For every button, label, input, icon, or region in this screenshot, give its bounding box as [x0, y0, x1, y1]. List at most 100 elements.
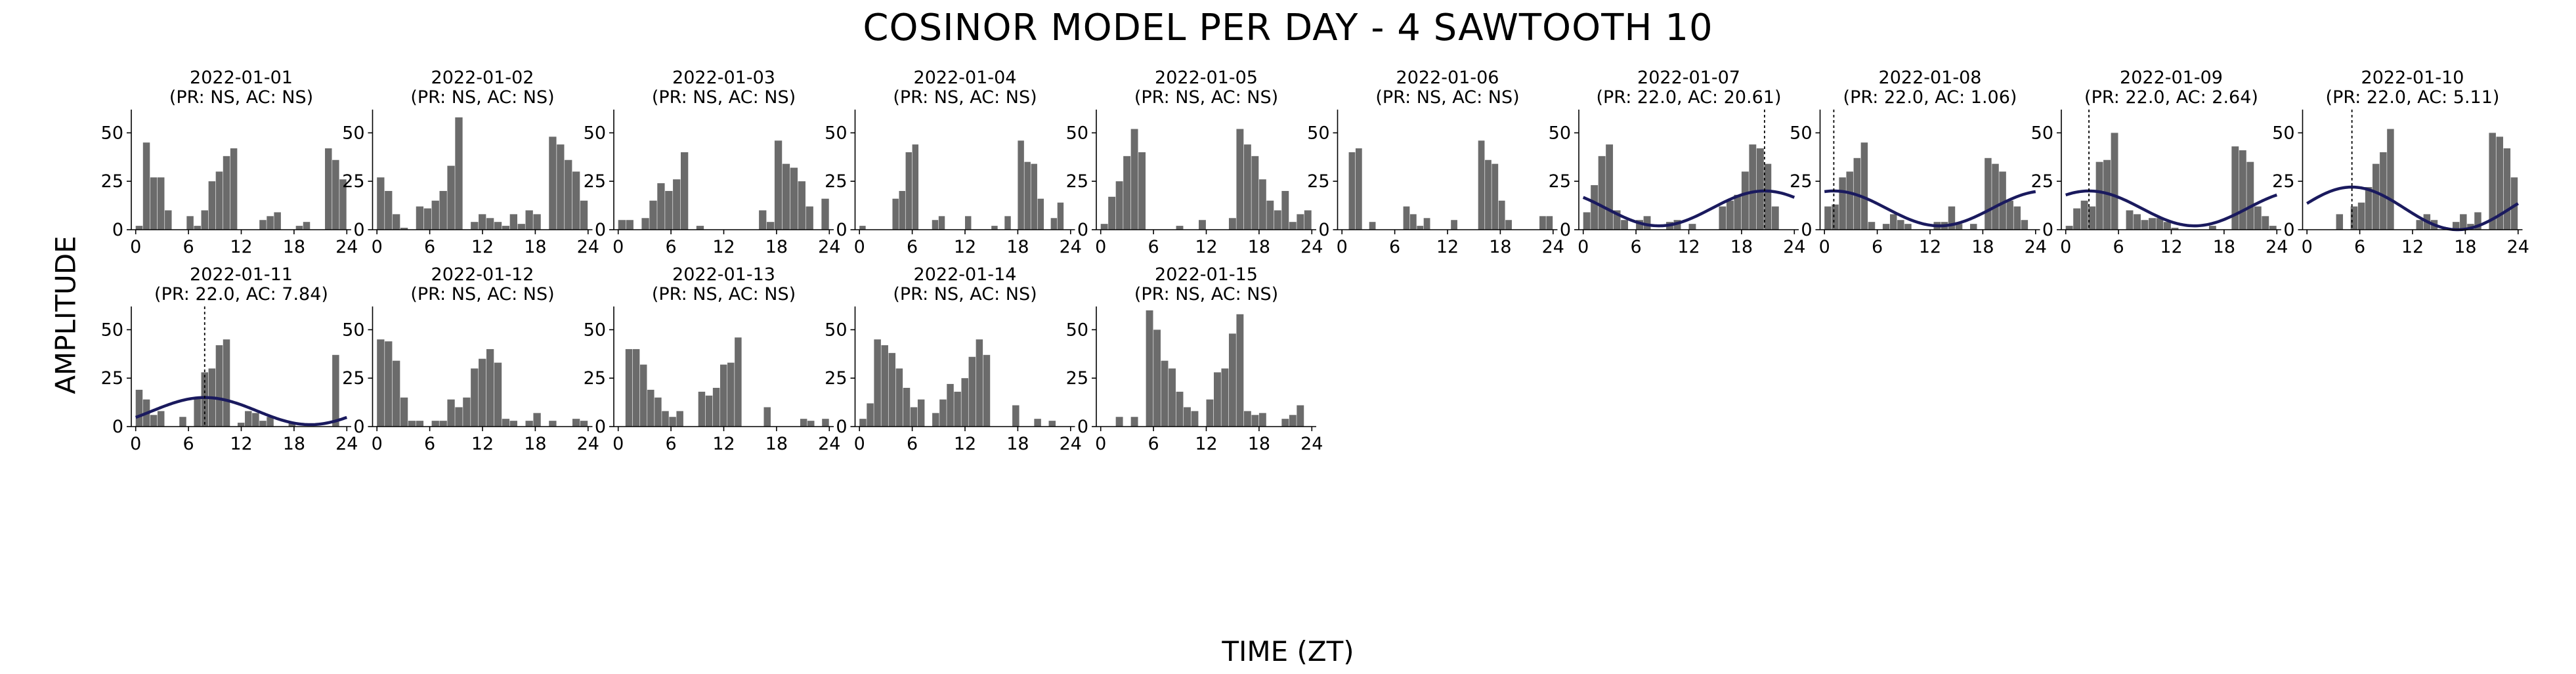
bar: [1749, 144, 1757, 230]
y-tick-label: 25: [2031, 171, 2053, 192]
bar: [976, 339, 983, 427]
x-tick-label: 0: [372, 237, 383, 257]
bar: [439, 421, 447, 427]
bar: [2474, 212, 2481, 230]
bar: [1868, 222, 1876, 230]
bar: [517, 224, 525, 230]
y-tick-label: 50: [1307, 123, 1329, 143]
x-tick-label: 0: [2302, 237, 2313, 257]
bar: [455, 117, 463, 230]
x-tick-label: 0: [1095, 434, 1106, 454]
panel-date-label: 2022-01-01: [190, 68, 293, 88]
bar: [135, 389, 143, 427]
x-tick-label: 18: [1971, 237, 1994, 257]
bar: [1258, 413, 1266, 427]
bar: [1206, 399, 1214, 427]
x-tick-label: 0: [1095, 237, 1106, 257]
bar: [939, 399, 947, 427]
x-tick-label: 12: [230, 434, 252, 454]
x-tick-label: 24: [1060, 237, 1082, 257]
bar: [1048, 421, 1056, 427]
bar: [2269, 226, 2277, 230]
bar: [2208, 226, 2216, 230]
bar: [1258, 179, 1266, 230]
bar: [2489, 133, 2496, 230]
bar: [533, 214, 541, 230]
bar: [1621, 220, 1629, 230]
bar: [2073, 208, 2081, 230]
bar: [2149, 218, 2156, 230]
cosinor-fit-line: [1582, 189, 1795, 228]
bar: [1057, 202, 1064, 230]
bar: [807, 421, 815, 427]
bar: [874, 339, 881, 427]
bar: [2080, 200, 2088, 230]
bar: [1169, 368, 1176, 427]
bar: [223, 339, 230, 427]
y-tick-label: 25: [101, 368, 123, 389]
y-tick-label: 50: [1549, 123, 1571, 143]
x-tick-label: 12: [471, 237, 494, 257]
bar: [821, 198, 829, 230]
panel-date-label: 2022-01-15: [1155, 264, 1258, 285]
x-tick-label: 18: [765, 237, 788, 257]
bar: [416, 421, 424, 427]
bar: [157, 177, 165, 230]
bar: [899, 190, 905, 230]
bar: [237, 423, 245, 427]
x-tick-label: 0: [854, 434, 865, 454]
bar: [230, 148, 238, 230]
panel-stats-label: (PR: NS, AC: NS): [1134, 87, 1278, 108]
bar: [332, 159, 339, 230]
bar: [223, 156, 230, 230]
bar: [525, 421, 533, 427]
bar: [1146, 310, 1153, 427]
bar: [1153, 329, 1161, 427]
bar: [267, 216, 274, 230]
bar: [983, 354, 991, 427]
bar: [1897, 220, 1904, 230]
bar: [2239, 150, 2246, 230]
bar: [1839, 177, 1846, 230]
bar: [215, 345, 223, 427]
bar: [947, 384, 954, 427]
x-tick-label: 12: [1436, 237, 1459, 257]
bar: [938, 216, 945, 230]
bar: [1613, 210, 1621, 230]
x-tick-label: 0: [1578, 237, 1589, 257]
bar: [479, 358, 486, 427]
x-tick-label: 6: [666, 434, 677, 454]
panel-2022-01-02: 2022-01-02(PR: NS, AC: NS) 0 6 12 18 24 0 25 50: [342, 68, 599, 257]
bar: [763, 407, 771, 427]
bar: [1498, 200, 1505, 230]
bar: [288, 423, 296, 427]
y-tick-label: 0: [595, 220, 606, 240]
x-tick-label: 0: [1819, 237, 1830, 257]
bar: [1999, 171, 2006, 230]
x-tick-label: 12: [1919, 237, 1941, 257]
x-tick-label: 18: [524, 237, 546, 257]
x-tick-label: 18: [524, 434, 546, 454]
bar: [502, 226, 510, 230]
bar: [888, 352, 896, 427]
x-tick-label: 12: [2160, 237, 2182, 257]
x-tick-label: 6: [183, 434, 194, 454]
x-tick-label: 18: [1248, 434, 1270, 454]
bar: [1161, 360, 1169, 427]
bar: [447, 399, 455, 427]
bar: [150, 177, 158, 230]
chart-title: COSINOR MODEL PER DAY - 4 SAWTOOTH 10: [863, 7, 1713, 49]
bar: [1824, 206, 1832, 230]
y-tick-label: 50: [1790, 123, 1812, 143]
bar: [1130, 129, 1138, 230]
bar: [215, 171, 223, 230]
bar: [665, 190, 673, 230]
bar: [932, 413, 939, 427]
x-tick-label: 24: [1783, 237, 1805, 257]
panel-date-label: 2022-01-04: [914, 68, 1017, 88]
bar: [632, 348, 640, 427]
bar: [1281, 419, 1289, 427]
bar: [1546, 216, 1553, 230]
panel-date-label: 2022-01-09: [2120, 68, 2223, 88]
bar: [1024, 161, 1031, 230]
